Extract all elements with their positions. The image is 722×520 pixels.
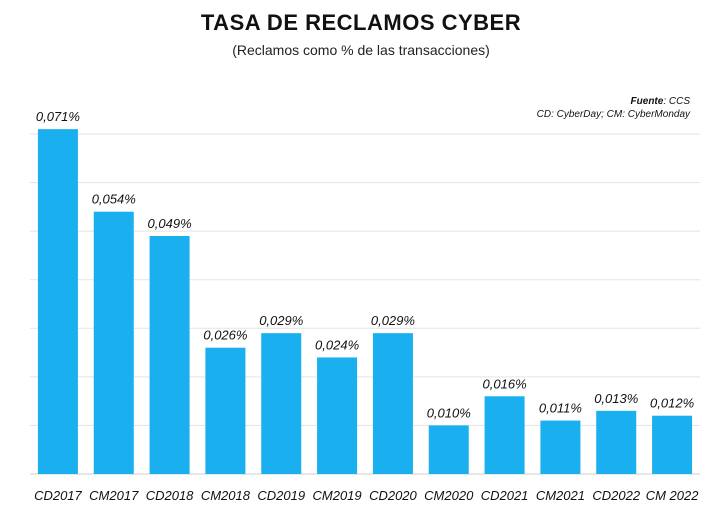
x-tick-label: CM2018 xyxy=(201,488,251,503)
x-tick-label: CD2017 xyxy=(34,488,82,503)
chart-title: TASA DE RECLAMOS CYBER xyxy=(200,10,522,35)
data-label: 0,054% xyxy=(92,192,136,207)
x-tick-label: CD2019 xyxy=(257,488,305,503)
chart-subtitle: (Reclamos como % de las transacciones) xyxy=(232,42,490,58)
x-tick-label: CD2018 xyxy=(146,488,194,503)
x-tick-label: CD2021 xyxy=(481,488,529,503)
bar-cm2022 xyxy=(652,415,693,474)
bar-cm2020 xyxy=(428,425,469,474)
x-tick-label: CM2020 xyxy=(424,488,474,503)
x-tick-label: CM 2022 xyxy=(646,488,700,503)
bar-cm2017 xyxy=(93,211,134,474)
data-label: 0,029% xyxy=(371,313,415,328)
x-tick-label: CD2020 xyxy=(369,488,417,503)
bar-cd2017 xyxy=(37,129,78,474)
data-label: 0,016% xyxy=(483,376,527,391)
x-tick-label: CM2019 xyxy=(313,488,362,503)
bar-cm2018 xyxy=(205,347,246,474)
data-label: 0,013% xyxy=(594,391,638,406)
source-value: : CCS xyxy=(663,96,690,107)
data-label: 0,026% xyxy=(203,328,247,343)
bar-cd2019 xyxy=(261,333,302,474)
data-label: 0,029% xyxy=(259,313,303,328)
source-label: Fuente xyxy=(630,96,664,107)
x-tick-label: CD2022 xyxy=(592,488,640,503)
data-label: 0,011% xyxy=(539,401,582,416)
bar-cd2021 xyxy=(484,396,525,474)
bar-cd2018 xyxy=(149,236,190,474)
data-label: 0,010% xyxy=(427,405,471,420)
bar-cd2022 xyxy=(596,410,637,474)
data-label: 0,012% xyxy=(650,396,694,411)
data-label: 0,049% xyxy=(148,216,192,231)
data-label: 0,071% xyxy=(36,109,80,124)
data-label: 0,024% xyxy=(315,337,359,352)
source-note: Fuente: CCS CD: CyberDay; CM: CyberMonda… xyxy=(537,95,690,121)
bar-cm2019 xyxy=(317,357,358,474)
x-tick-label: CM2021 xyxy=(536,488,585,503)
bar-cd2020 xyxy=(372,333,413,474)
abbreviation-note: CD: CyberDay; CM: CyberMonday xyxy=(536,109,690,120)
bar-cm2021 xyxy=(540,420,581,474)
x-tick-label: CM2017 xyxy=(89,488,139,503)
